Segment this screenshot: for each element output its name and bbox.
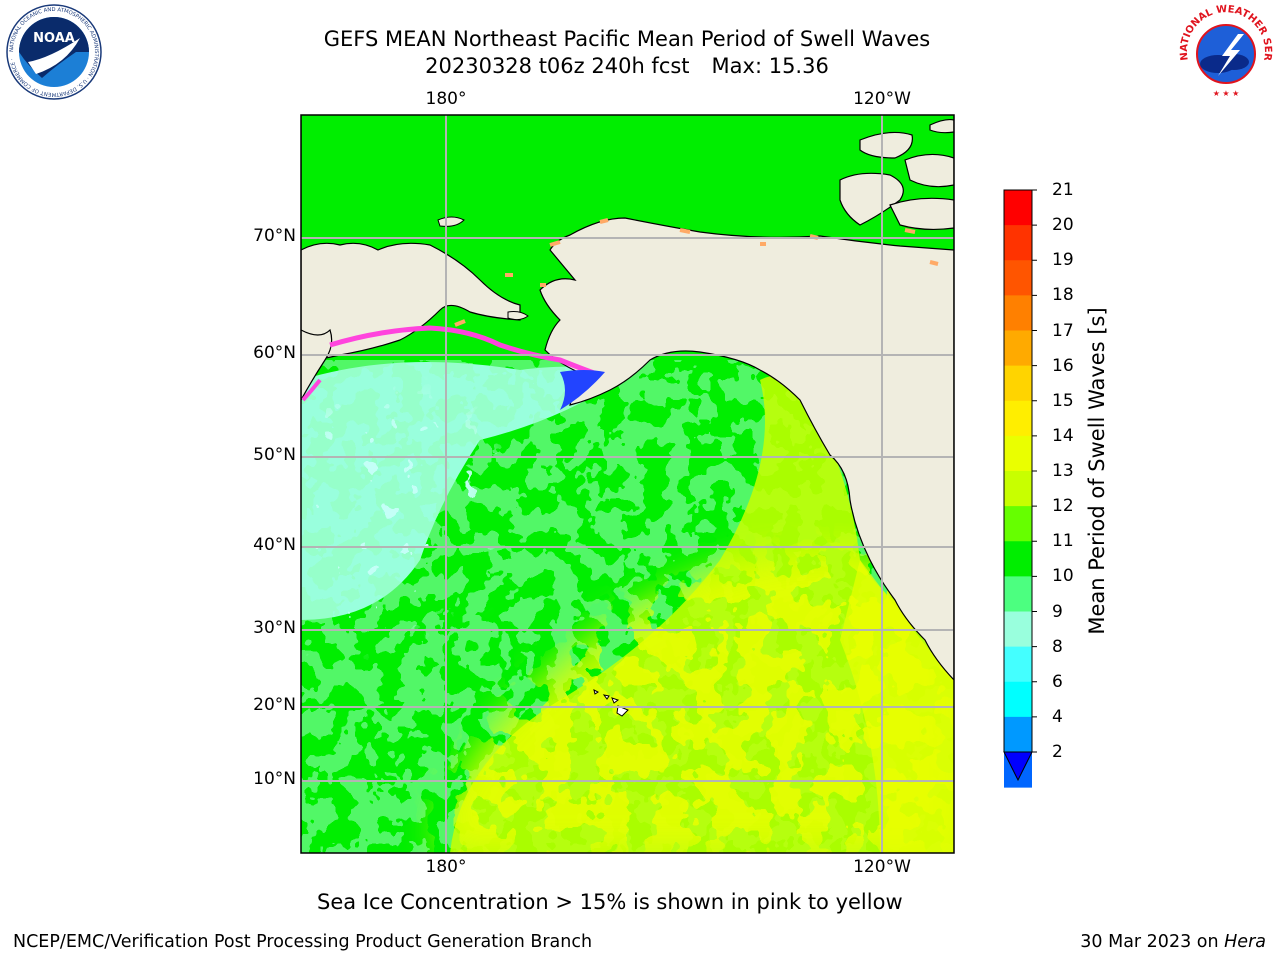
colorbar-tick-label: 6 (1052, 671, 1063, 692)
colorbar-segment (1004, 506, 1032, 542)
colorbar-tick-label: 18 (1052, 285, 1074, 306)
colorbar-extend-arrow (1003, 751, 1033, 782)
colorbar-segment (1004, 330, 1032, 367)
nws-logo: NATIONAL WEATHER SERVICE ★ ★ ★ (1178, 4, 1273, 98)
colorbar-tick-label: 4 (1052, 706, 1063, 727)
colorbar-tick-label: 20 (1052, 215, 1074, 236)
colorbar (1003, 189, 1037, 788)
colorbar-tick-label: 15 (1052, 390, 1074, 411)
lat-label-70n: 70°N (253, 226, 296, 246)
machine-name: Hera (1224, 932, 1266, 952)
title-line-1: GEFS MEAN Northeast Pacific Mean Period … (323, 27, 931, 51)
producer-credit: NCEP/EMC/Verification Post Processing Pr… (13, 932, 593, 952)
generation-date: 30 Mar 2023 on Hera (1080, 932, 1266, 952)
colorbar-tick-label: 14 (1052, 425, 1074, 446)
lat-label-50n: 50°N (253, 445, 296, 465)
map-frame (300, 114, 955, 854)
lon-label-bottom-120w: 120°W (853, 857, 911, 877)
lon-label-top-180: 180° (425, 89, 467, 109)
colorbar-segment (1004, 365, 1032, 402)
colorbar-segment (1004, 716, 1032, 753)
colorbar-segment (1004, 400, 1032, 437)
colorbar-segment (1004, 435, 1032, 472)
colorbar-tick-label: 2 (1052, 742, 1063, 762)
colorbar-tick-label: 10 (1052, 566, 1074, 587)
lon-label-top-120w: 120°W (853, 89, 911, 109)
title-line-2: 20230328 t06z 240h fcst Max: 15.36 (227, 53, 1027, 80)
svg-text:★ ★ ★: ★ ★ ★ (1213, 89, 1240, 98)
colorbar-tick-label: 19 (1052, 250, 1074, 271)
colorbar-tick-label: 8 (1052, 636, 1063, 657)
colorbar-segment (1004, 681, 1032, 718)
sea-ice-footnote: Sea Ice Concentration > 15% is shown in … (317, 890, 903, 914)
colorbar-segment (1004, 190, 1032, 226)
graticule (301, 115, 954, 853)
colorbar-segment (1004, 646, 1032, 683)
colorbar-segment (1004, 611, 1032, 648)
noaa-text: NOAA (33, 31, 75, 46)
generation-date-text: 30 Mar 2023 on (1080, 932, 1225, 952)
colorbar-tick-label: 12 (1052, 496, 1074, 517)
colorbar-tick-label: 21 (1052, 180, 1074, 200)
lat-label-10n: 10°N (253, 769, 296, 789)
colorbar-title: Mean Period of Swell Waves [s] (1085, 307, 1109, 635)
colorbar-segment (1004, 541, 1032, 577)
max-value: Max: 15.36 (711, 54, 829, 78)
forecast-run: 20230328 t06z 240h fcst (425, 54, 690, 78)
colorbar-segment (1004, 225, 1032, 261)
colorbar-tick-label: 9 (1052, 601, 1063, 622)
colorbar-tick-label: 17 (1052, 320, 1074, 341)
lat-label-40n: 40°N (253, 535, 296, 555)
colorbar-segment (1004, 576, 1032, 612)
lat-label-60n: 60°N (253, 343, 296, 363)
colorbar-tick-label: 16 (1052, 355, 1074, 376)
colorbar-segment (1004, 471, 1032, 507)
lon-label-bottom-180: 180° (425, 857, 467, 877)
colorbar-tick-label: 11 (1052, 531, 1074, 552)
colorbar-tick-label: 13 (1052, 461, 1074, 481)
colorbar-segment (1004, 295, 1032, 331)
lat-label-20n: 20°N (253, 695, 296, 715)
noaa-logo: NATIONAL OCEANIC AND ATMOSPHERIC ADMINIS… (6, 4, 102, 100)
swell-period-field (301, 115, 954, 853)
colorbar-segment (1004, 260, 1032, 296)
map-title: GEFS MEAN Northeast Pacific Mean Period … (227, 26, 1027, 80)
lat-label-30n: 30°N (253, 618, 296, 638)
